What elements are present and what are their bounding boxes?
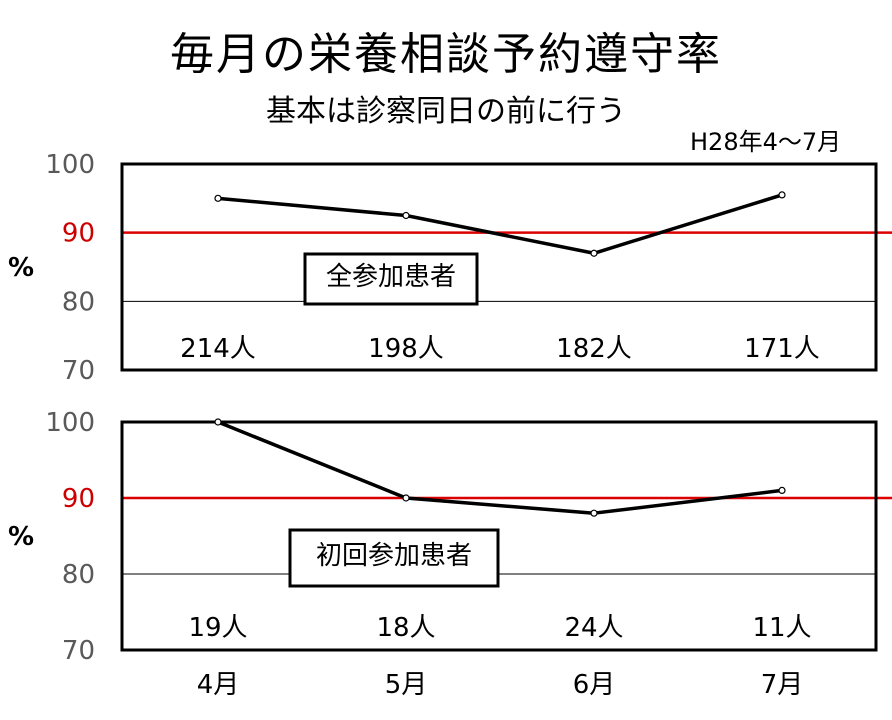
y-tick-label: 90 [62, 219, 95, 249]
participant-count-label: 182人 [556, 334, 632, 364]
participant-count-label: 24人 [564, 613, 623, 643]
data-point [402, 494, 410, 502]
participant-count-label: 19人 [188, 613, 247, 643]
data-point [214, 194, 222, 202]
y-tick-label: 100 [45, 408, 95, 438]
series-line [217, 193, 783, 256]
y-tick-label: 80 [62, 560, 95, 590]
data-point [778, 486, 786, 494]
period-label: H28年4～7月 [690, 128, 842, 156]
x-tick-label: 5月 [385, 670, 428, 700]
y-axis-unit-label: % [8, 253, 34, 283]
chart-subtitle: 基本は診察同日の前に行う [266, 94, 626, 129]
participant-count-label: 171人 [744, 334, 820, 364]
data-point [402, 211, 410, 220]
y-tick-label: 100 [45, 150, 95, 180]
data-point [590, 249, 598, 257]
y-tick-label: 70 [62, 636, 95, 666]
plot-frame [120, 420, 878, 652]
y-axis-unit-label: % [8, 522, 34, 552]
series-line [217, 420, 783, 515]
participant-count-label: 18人 [376, 613, 435, 643]
series-label-box [288, 528, 500, 588]
data-point [214, 418, 222, 426]
data-point [778, 191, 786, 199]
chart-title: 毎月の栄養相談予約遵守率 [170, 29, 722, 80]
x-tick-label: 7月 [761, 670, 804, 700]
participant-count-label: 214人 [180, 334, 256, 364]
y-tick-label: 90 [62, 484, 95, 514]
y-tick-label: 70 [62, 356, 95, 386]
x-tick-label: 6月 [573, 670, 616, 700]
participant-count-label: 11人 [752, 613, 811, 643]
participant-count-label: 198人 [368, 334, 444, 364]
plot-frame [120, 162, 878, 372]
series-label: 全参加患者 [326, 262, 456, 292]
data-point [590, 509, 598, 517]
series-label-box [303, 252, 479, 306]
series-label: 初回参加患者 [316, 541, 472, 571]
y-tick-label: 80 [62, 287, 95, 317]
x-tick-label: 4月 [197, 670, 240, 700]
